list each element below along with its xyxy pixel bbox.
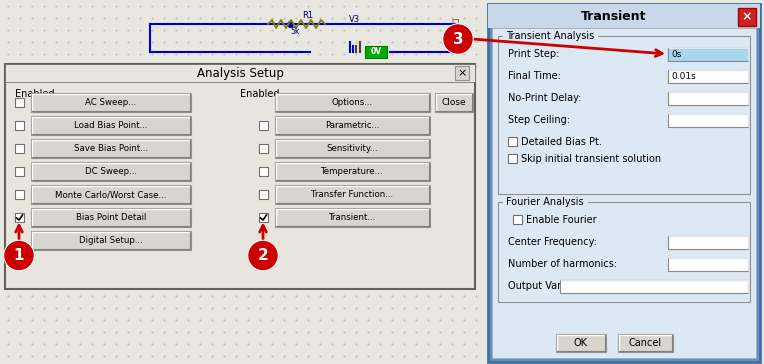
Text: 5k: 5k	[290, 27, 299, 36]
Bar	[15, 213, 24, 222]
Text: ×: ×	[742, 11, 753, 24]
Text: ⏚: ⏚	[452, 17, 458, 31]
Text: Options...: Options...	[332, 98, 373, 107]
Bar	[31, 93, 191, 112]
Text: Detailed Bias Pt.: Detailed Bias Pt.	[521, 137, 602, 147]
Bar	[259, 213, 268, 222]
Text: Center Frequency:: Center Frequency:	[508, 237, 597, 247]
Text: Digital Setup...: Digital Setup...	[79, 236, 143, 245]
Bar	[492, 28, 756, 358]
Text: 1: 1	[14, 248, 24, 263]
Bar	[259, 144, 268, 153]
Bar	[488, 4, 760, 28]
Bar	[498, 202, 750, 302]
Text: Parametric...: Parametric...	[325, 121, 380, 130]
Text: Fourier Analysis: Fourier Analysis	[506, 197, 584, 207]
Bar	[31, 231, 191, 250]
Bar	[508, 154, 517, 163]
Text: 0.01s: 0.01s	[671, 72, 696, 81]
Text: Transient Analysis: Transient Analysis	[506, 31, 594, 41]
Bar	[275, 116, 430, 135]
Text: No-Print Delay:: No-Print Delay:	[508, 93, 581, 103]
Text: ×: ×	[458, 68, 467, 78]
Bar	[5, 64, 475, 289]
Bar	[31, 162, 191, 181]
Text: Skip initial transient solution: Skip initial transient solution	[521, 154, 661, 164]
Text: Enabled: Enabled	[15, 89, 54, 99]
Bar	[259, 121, 268, 130]
Text: Enabled: Enabled	[240, 89, 280, 99]
Bar	[560, 280, 748, 293]
Text: Analysis Setup: Analysis Setup	[196, 67, 283, 79]
Text: Close: Close	[442, 98, 466, 107]
Bar	[15, 98, 24, 107]
Text: Sensitivity...: Sensitivity...	[327, 144, 378, 153]
Text: DC Sweep...: DC Sweep...	[85, 167, 137, 176]
Text: Transient: Transient	[581, 9, 647, 23]
Text: V3: V3	[349, 15, 361, 24]
Text: 3: 3	[453, 32, 463, 47]
Text: Monte Carlo/Worst Case...: Monte Carlo/Worst Case...	[55, 190, 167, 199]
Bar	[668, 236, 748, 249]
Text: 0V: 0V	[371, 47, 381, 56]
Bar	[275, 208, 430, 227]
Bar	[668, 92, 748, 105]
Bar	[738, 8, 756, 26]
Bar	[275, 139, 430, 158]
Text: Bias Point Detail: Bias Point Detail	[76, 213, 146, 222]
Bar	[513, 215, 522, 224]
Text: Save Bias Point...: Save Bias Point...	[74, 144, 148, 153]
Text: 0s: 0s	[671, 50, 681, 59]
Text: Transient...: Transient...	[329, 213, 376, 222]
Text: R1: R1	[303, 11, 313, 20]
Bar	[15, 121, 24, 130]
Bar	[488, 4, 760, 362]
Text: Step Ceiling:: Step Ceiling:	[508, 115, 570, 125]
Bar	[5, 64, 475, 82]
Bar	[259, 167, 268, 176]
Bar	[503, 31, 598, 41]
Bar	[668, 258, 748, 271]
Text: Load Bias Point...: Load Bias Point...	[74, 121, 147, 130]
Bar	[503, 197, 588, 207]
Circle shape	[5, 241, 33, 269]
Text: Output Vars.:: Output Vars.:	[508, 281, 572, 291]
Bar	[618, 334, 673, 352]
Circle shape	[444, 25, 472, 53]
Bar	[15, 167, 24, 176]
Bar	[275, 93, 430, 112]
Bar	[508, 137, 517, 146]
Text: OK: OK	[574, 338, 588, 348]
Text: Number of harmonics:: Number of harmonics:	[508, 259, 617, 269]
Text: Temperature...: Temperature...	[321, 167, 384, 176]
Bar	[275, 185, 430, 204]
Bar	[15, 144, 24, 153]
Text: 2: 2	[257, 248, 268, 263]
Text: Cancel: Cancel	[629, 338, 662, 348]
Bar	[435, 93, 473, 112]
Text: AC Sweep...: AC Sweep...	[86, 98, 137, 107]
Bar	[668, 48, 748, 61]
Bar	[668, 114, 748, 127]
Bar	[259, 190, 268, 199]
Bar	[31, 208, 191, 227]
Bar	[556, 334, 606, 352]
Text: Final Time:: Final Time:	[508, 71, 561, 81]
Bar	[275, 162, 430, 181]
Text: Transfer Function...: Transfer Function...	[312, 190, 393, 199]
Bar	[455, 66, 469, 80]
Bar	[668, 70, 748, 83]
Bar	[31, 139, 191, 158]
Text: Enable Fourier: Enable Fourier	[526, 215, 597, 225]
Bar	[365, 46, 387, 58]
Bar	[31, 116, 191, 135]
Bar	[15, 190, 24, 199]
Bar	[498, 36, 750, 194]
Bar	[31, 185, 191, 204]
Circle shape	[249, 241, 277, 269]
Text: Print Step:: Print Step:	[508, 49, 559, 59]
